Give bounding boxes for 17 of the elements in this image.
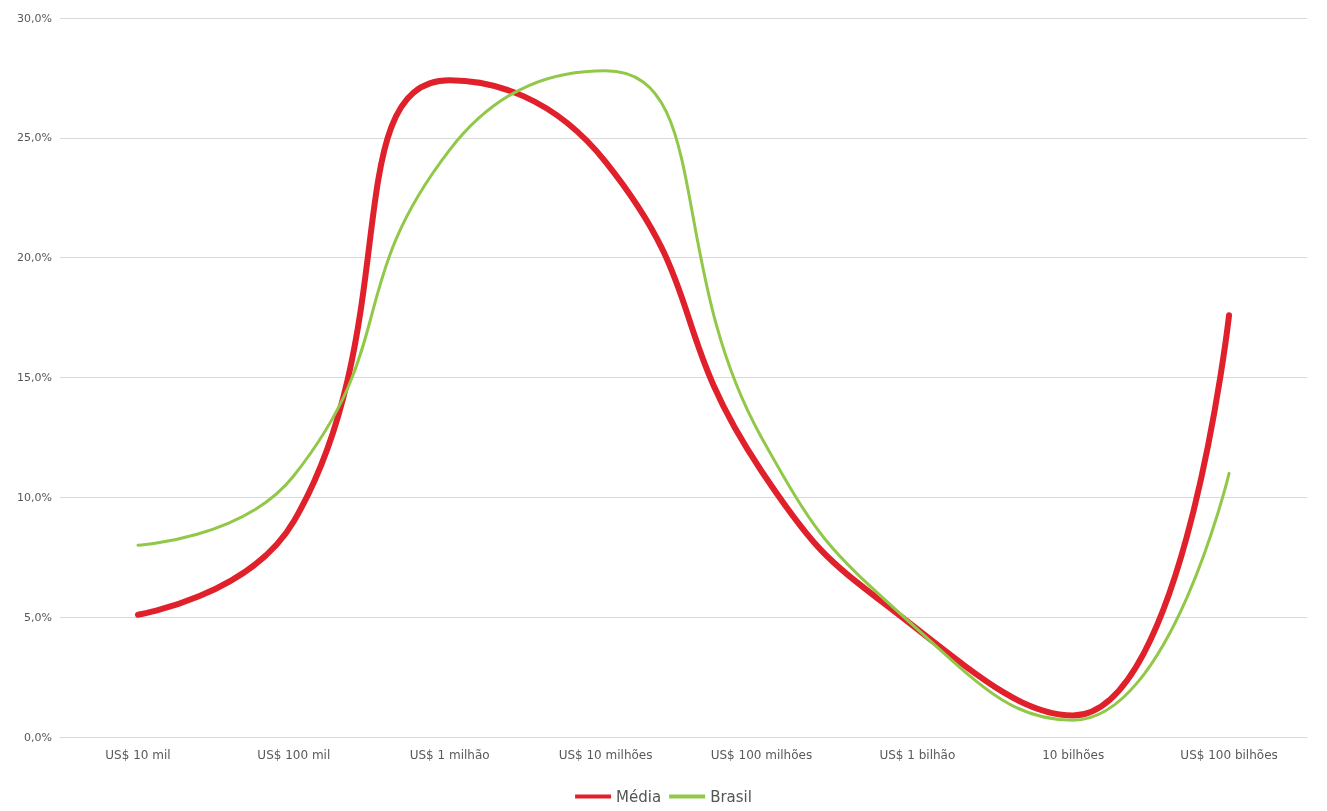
- x-tick-label: US$ 100 mil: [257, 748, 331, 762]
- y-tick-label: 10,0%: [17, 490, 52, 504]
- x-tick-label: US$ 10 milhões: [558, 748, 653, 762]
- x-tick-label: US$ 100 milhões: [710, 748, 813, 762]
- y-tick-label: 15,0%: [17, 371, 52, 384]
- x-tick-label: US$ 10 mil: [105, 748, 171, 762]
- y-tick-label: 0,0%: [24, 730, 52, 744]
- x-tick-label: US$ 1 milhão: [409, 748, 490, 762]
- x-tick-label: US$ 100 bilhões: [1180, 748, 1278, 762]
- y-tick-label: 25,0%: [17, 131, 52, 145]
- legend-label: Média: [616, 787, 662, 806]
- x-tick-label: 10 bilhões: [1042, 748, 1105, 762]
- y-tick-label: 30,0%: [17, 11, 52, 25]
- y-tick-label: 5,0%: [24, 610, 52, 624]
- x-tick-label: US$ 1 bilhão: [879, 748, 956, 762]
- y-tick-label: 20,0%: [17, 251, 52, 265]
- legend-label: Brasil: [710, 787, 752, 806]
